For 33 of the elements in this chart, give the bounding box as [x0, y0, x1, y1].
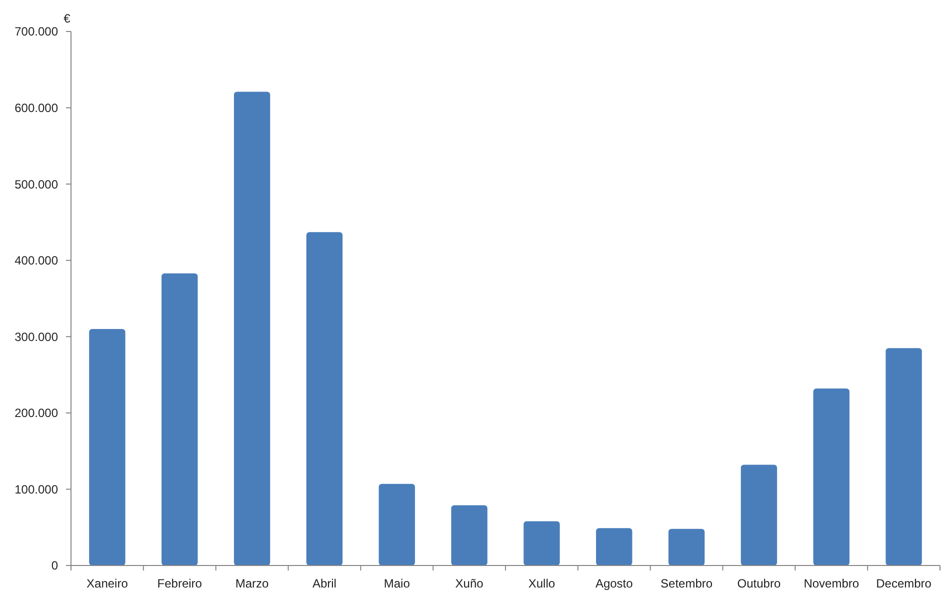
x-tick-label: Marzo	[235, 576, 270, 590]
y-axis-title: €	[64, 12, 71, 26]
x-tick-label: Outubro	[737, 576, 781, 590]
y-tick-label: 600.000	[14, 100, 58, 115]
bar	[234, 92, 270, 566]
bar	[740, 464, 778, 566]
x-tick-label: Abril	[312, 576, 336, 590]
x-tick-label: Maio	[384, 576, 410, 590]
x-tick-label: Febreiro	[157, 576, 202, 590]
bar	[89, 329, 126, 566]
bar	[524, 521, 560, 566]
y-tick-label: 0	[51, 558, 58, 573]
x-tick-label: Novembro	[804, 576, 860, 590]
x-tick-label: Agosto	[595, 576, 634, 590]
bar	[668, 528, 705, 566]
x-tick-label: Decembro	[876, 576, 932, 590]
x-tick-label: Setembro	[660, 576, 713, 590]
x-tick-label: Xullo	[528, 576, 556, 590]
y-tick-label: 500.000	[14, 177, 58, 192]
y-tick-label: 200.000	[14, 406, 58, 420]
x-tick-label: Xuño	[455, 576, 484, 590]
bar	[596, 528, 632, 566]
y-tick-label: 100.000	[14, 482, 58, 496]
y-tick-label: 400.000	[14, 254, 58, 268]
y-tick-label: 700.000	[14, 24, 58, 39]
y-tick-label: 300.000	[14, 330, 58, 344]
bar	[451, 505, 488, 566]
bar	[162, 273, 198, 566]
bar	[378, 484, 415, 566]
x-tick-label: Xaneiro	[86, 576, 128, 590]
bar	[886, 348, 922, 566]
bar	[306, 232, 343, 566]
bar	[813, 388, 850, 566]
